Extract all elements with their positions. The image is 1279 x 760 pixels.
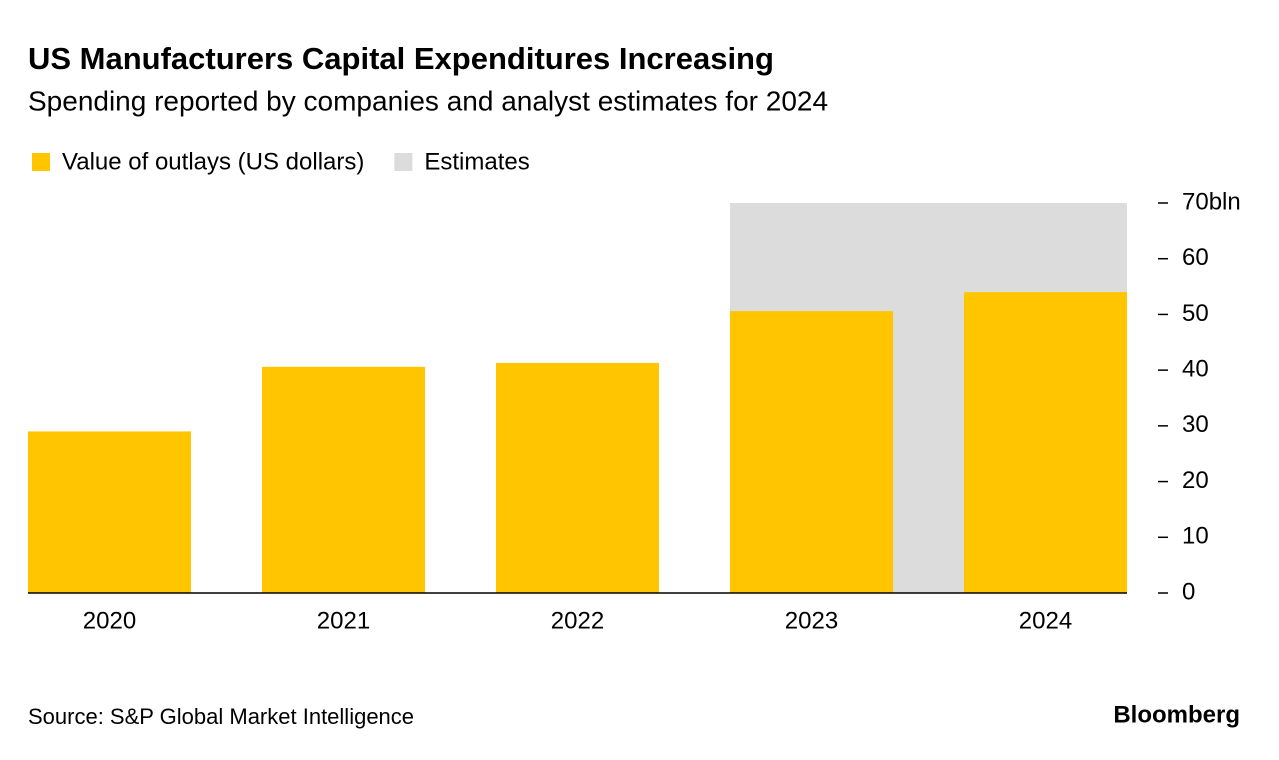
legend-swatch	[394, 153, 413, 171]
legend-swatch	[32, 153, 50, 171]
chart-subtitle: Spending reported by companies and analy…	[28, 85, 828, 116]
source: Source: S&P Global Market Intelligence	[28, 704, 414, 729]
bar	[262, 366, 425, 593]
bar	[964, 292, 1127, 593]
legend-label: Value of outlays (US dollars)	[62, 148, 364, 175]
bar	[496, 362, 659, 593]
x-tick-label: 2024	[1019, 607, 1072, 634]
y-tick-label: 0	[1182, 578, 1195, 605]
y-tick-label: 10	[1182, 523, 1209, 550]
y-tick-label: 30	[1182, 411, 1209, 438]
y-tick-label: 50	[1182, 300, 1209, 327]
x-tick-label: 2023	[785, 607, 838, 634]
y-tick-label: 40	[1182, 355, 1209, 382]
bar	[28, 431, 191, 593]
legend-label: Estimates	[424, 148, 529, 175]
brand: Bloomberg	[1113, 701, 1240, 728]
chart-title: US Manufacturers Capital Expenditures In…	[28, 41, 774, 76]
bar	[730, 311, 893, 593]
y-tick-label: 20	[1182, 467, 1209, 494]
y-tick-label: 60	[1182, 244, 1209, 271]
x-tick-label: 2021	[317, 607, 370, 634]
x-tick-label: 2020	[83, 607, 136, 634]
x-tick-label: 2022	[551, 607, 604, 634]
y-tick-label: 70bln	[1182, 188, 1241, 215]
